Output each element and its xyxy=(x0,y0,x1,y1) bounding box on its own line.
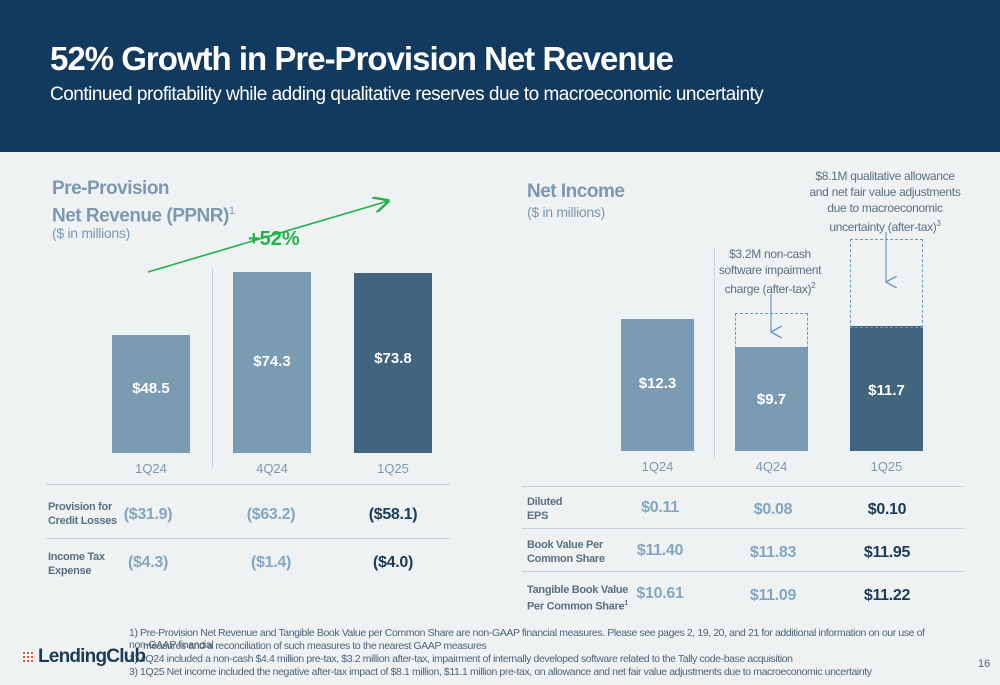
tbvps-1q25: $11.22 xyxy=(863,587,911,604)
page-number: 16 xyxy=(978,658,991,670)
impairment-note-line3-text: charge (after-tax) xyxy=(724,282,812,296)
net-income-title: Net Income xyxy=(527,181,625,202)
ppnr-table-mid-line xyxy=(46,538,450,539)
ppnr-title-line1: Pre-Provision xyxy=(52,178,170,199)
eps-1q24: $0.11 xyxy=(641,499,679,516)
net-income-bar-1q24 xyxy=(621,319,694,451)
ni-table-line-2 xyxy=(522,528,964,529)
provision-1q24: ($31.9) xyxy=(123,506,173,523)
growth-arrow xyxy=(147,201,388,273)
ppnr-title-line2-text: Net Revenue (PPNR) xyxy=(52,205,229,227)
allowance-note-line4-text: uncertainty (after-tax) xyxy=(829,220,937,234)
allowance-note-line1: $8.1M qualitative allowance xyxy=(815,169,955,183)
allowance-note-line2: and net fair value adjustments xyxy=(809,185,961,199)
ni-table-top-line xyxy=(522,486,964,487)
provision-4q24: ($63.2) xyxy=(246,506,296,523)
provision-label-line2: Credit Losses xyxy=(48,515,117,527)
page-title: 52% Growth in Pre-Provision Net Revenue xyxy=(50,40,674,77)
ppnr-bar-label-1q24: $48.5 xyxy=(132,379,170,397)
tax-1q24: ($4.3) xyxy=(128,554,168,571)
tax-label: Income Tax Expense xyxy=(48,550,105,578)
net-income-category-1q25: 1Q25 xyxy=(870,459,903,474)
ppnr-bar-label-4q24: $74.3 xyxy=(253,353,291,371)
impairment-note-line2: software impairment xyxy=(718,263,822,277)
ppnr-bar-1q24 xyxy=(112,334,190,453)
tax-label-line2: Expense xyxy=(48,565,92,577)
allowance-note-line4: uncertainty (after-tax)3 xyxy=(800,216,970,235)
net-income-bar-label-4q24: $9.7 xyxy=(756,390,787,408)
net-income-bar-1q25 xyxy=(850,325,923,451)
ppnr-category-1q25: 1Q25 xyxy=(377,461,409,476)
lendingclub-logo: LendingClub xyxy=(22,646,146,668)
ppnr-divider xyxy=(212,268,213,468)
allowance-note-line3: due to macroeconomic xyxy=(827,201,943,215)
tax-label-line1: Income Tax xyxy=(48,551,105,563)
tbvps-1q24: $10.61 xyxy=(636,585,684,602)
bvps-label-line2: Common Share xyxy=(527,553,605,565)
footnote-1-cont: measures and a reconciliation of such me… xyxy=(143,640,487,652)
eps-label: Diluted EPS xyxy=(527,495,562,523)
tbvps-label-sup: 1 xyxy=(624,600,628,607)
impairment-note: $3.2M non-cash software impairment charg… xyxy=(710,246,830,297)
footnote-2: 2) 4Q24 included a non-cash $4.4 million… xyxy=(129,653,793,665)
logo-text: LendingClub xyxy=(38,646,146,667)
ppnr-bar-label-1q25: $73.8 xyxy=(374,350,412,368)
ppnr-table-top-line xyxy=(46,484,450,485)
tbvps-4q24: $11.09 xyxy=(749,587,797,604)
ppnr-title: Pre-Provision Net Revenue (PPNR)1 xyxy=(52,177,235,227)
eps-1q25: $0.10 xyxy=(867,501,907,518)
bvps-4q24: $11.83 xyxy=(749,544,797,561)
growth-label: +52% xyxy=(248,228,300,250)
allowance-note-sup: 3 xyxy=(936,219,941,228)
ppnr-title-line2: Net Revenue (PPNR)1 xyxy=(52,200,235,227)
ppnr-category-1q24: 1Q24 xyxy=(135,461,167,476)
ppnr-category-4q24: 4Q24 xyxy=(256,461,288,476)
tbvps-label-line2: Per Common Share1 xyxy=(527,597,628,614)
ppnr-bar-4q24 xyxy=(233,271,311,453)
footnote-3: 3) 1Q25 Net income included the negative… xyxy=(129,666,872,678)
tax-4q24: ($1.4) xyxy=(251,554,291,571)
bvps-label-line1: Book Value Per xyxy=(527,539,603,551)
eps-label-line1: Diluted xyxy=(527,496,563,508)
tbvps-label: Tangible Book Value Per Common Share1 xyxy=(527,583,628,614)
provision-1q25: ($58.1) xyxy=(368,506,418,523)
net-income-bar-label-1q25: $11.7 xyxy=(868,382,905,400)
impairment-note-line1: $3.2M non-cash xyxy=(729,247,811,261)
impairment-note-sup: 2 xyxy=(811,281,816,290)
footnote-1: 1) Pre-Provision Net Revenue and Tangibl… xyxy=(129,627,925,651)
net-income-adjustment-box-4q24 xyxy=(735,312,808,350)
eps-label-line2: EPS xyxy=(527,510,549,522)
bvps-1q25: $11.95 xyxy=(863,544,911,561)
logo-mark-icon xyxy=(22,651,34,663)
allowance-note: $8.1M qualitative allowance and net fair… xyxy=(800,168,970,235)
net-income-bar-4q24 xyxy=(735,347,808,451)
net-income-category-4q24: 4Q24 xyxy=(755,459,788,474)
net-income-bar-label-1q24: $12.3 xyxy=(638,374,677,392)
page-subtitle: Continued profitability while adding qua… xyxy=(50,84,764,105)
tbvps-label-line1: Tangible Book Value xyxy=(527,584,629,596)
provision-label-line1: Provision for xyxy=(48,501,112,513)
eps-4q24: $0.08 xyxy=(753,501,793,518)
net-income-category-1q24: 1Q24 xyxy=(641,459,674,474)
header-banner: 52% Growth in Pre-Provision Net Revenue … xyxy=(0,0,1000,152)
ni-table-line-3 xyxy=(522,571,964,572)
provision-label: Provision for Credit Losses xyxy=(48,500,117,528)
tbvps-label-line2-text: Per Common Share xyxy=(527,600,625,613)
impairment-note-line3: charge (after-tax)2 xyxy=(710,278,830,297)
net-income-adjustment-box-1q25 xyxy=(850,239,923,328)
net-income-divider xyxy=(714,248,715,458)
tax-1q25: ($4.0) xyxy=(373,554,413,571)
ppnr-title-sup: 1 xyxy=(228,205,235,217)
ppnr-bar-1q25 xyxy=(354,273,432,453)
bvps-label: Book Value Per Common Share xyxy=(527,538,605,566)
ppnr-unit: ($ in millions) xyxy=(52,225,130,241)
net-income-unit: ($ in millions) xyxy=(527,204,605,220)
bvps-1q24: $11.40 xyxy=(636,542,684,559)
